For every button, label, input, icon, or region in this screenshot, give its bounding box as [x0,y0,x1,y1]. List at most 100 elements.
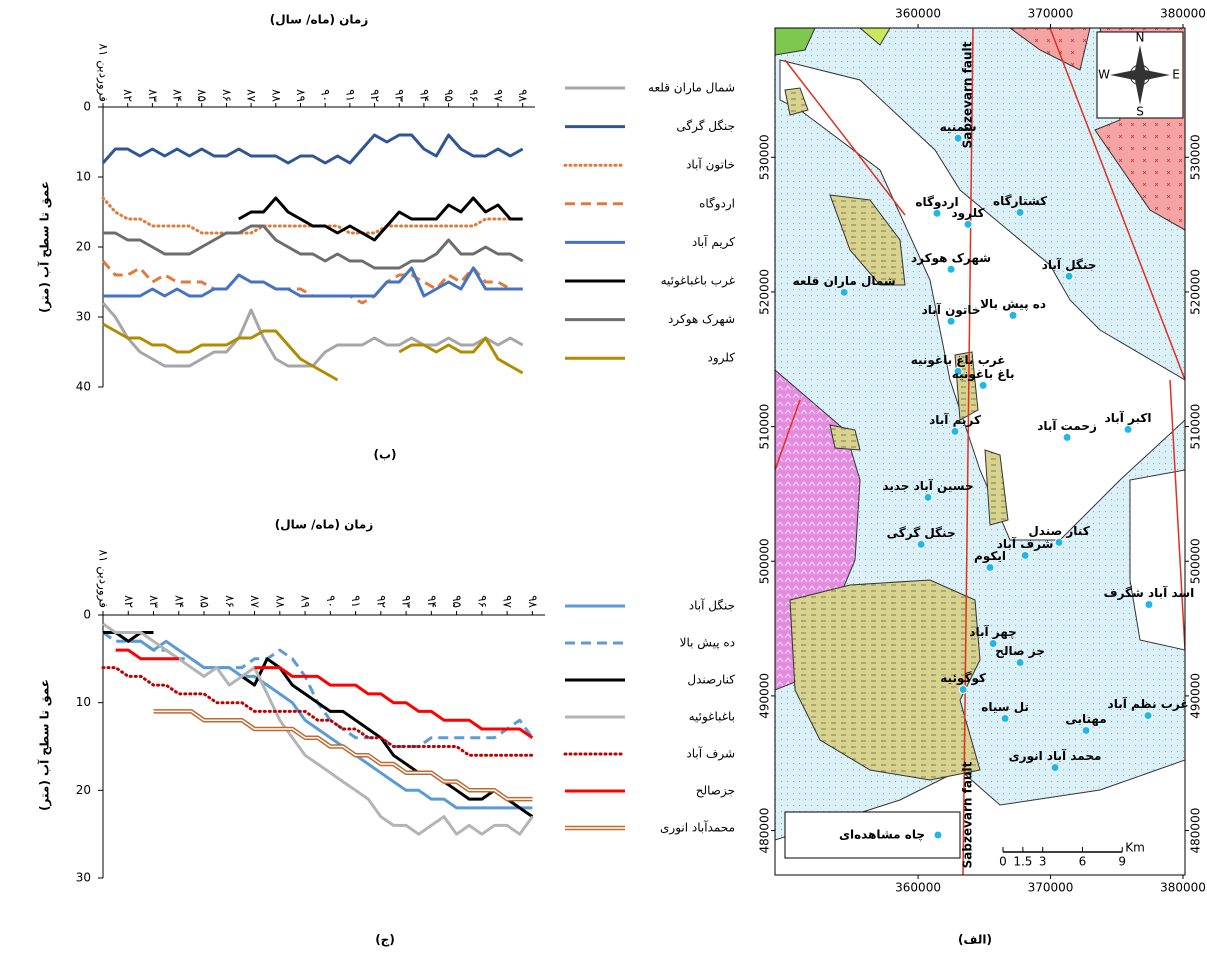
map-y-label: 500000 [1189,538,1203,584]
x-tick-label: ۹۷ [501,595,515,608]
series-line [102,622,534,836]
well-label: چهر آباد [969,624,1017,639]
compass: N S E W [1096,31,1184,119]
series-line [115,648,534,739]
legend-label: جنگل گرگی [676,119,735,134]
y-tick-label: 0 [83,608,91,622]
map-x-label: 360000 [895,7,941,21]
x-tick-label: ۹۶ [467,89,481,102]
well [946,316,956,326]
well [953,133,963,143]
legend-label: باغباغوئیه [689,710,735,725]
y-tick-label: 30 [76,310,91,324]
well [932,208,942,218]
y-tick-label: 10 [76,695,91,709]
series-line [103,224,524,270]
x-tick-label: ۸۶ [223,595,237,608]
legend-label: شرف آباد [686,746,735,762]
well [946,264,956,274]
well-label: جز صالح [995,644,1045,658]
map-legend: چاه مشاهده‌ای [784,811,961,859]
well-label: شمال ماران قلعه [793,274,896,288]
well [1054,537,1064,547]
x-tick-label: ۹۰ [324,595,338,608]
compass-n: N [1136,31,1145,45]
map-x-label: 370000 [1028,881,1074,895]
scale-label: 9 [1118,855,1126,869]
caption: (ب) [373,448,396,462]
well-label: غرب نظم آباد [1108,696,1189,711]
y-tick-label: 40 [76,380,91,394]
map-y-label: 520000 [1189,269,1203,315]
series-line [101,133,524,165]
y-tick-label: 20 [76,240,91,254]
x-tick-label: ۹۳ [400,595,414,608]
well [1015,207,1025,217]
legend-label: جزصالح [696,784,735,799]
x-tick-label: فروردین ۸۱ [96,550,111,608]
x-tick-label: ۸۸ [269,89,283,102]
series-line [102,322,524,382]
well-label: شرف آباد [997,536,1054,551]
y-tick-label: 20 [76,783,91,797]
series-line [101,302,524,368]
x-tick-label: ۸۸ [273,595,287,608]
y-tick-label: 30 [76,871,91,885]
map-y-label: 500000 [758,538,772,584]
legend-label: غرب باغباغوئیه [661,274,735,289]
x-tick-label: ۸۳ [147,595,161,608]
series-line [103,266,523,298]
x-tick-label: ۸۲ [121,89,135,102]
well [1000,714,1010,724]
x-tick-label: ۹۱ [343,89,357,102]
well-label: کشتارگاه [993,194,1047,208]
legend-label: شهرک هوکرد [668,312,735,327]
scale-label: 0 [999,855,1007,869]
series-line-inner [153,710,533,800]
well-label: زحمت آباد [1037,418,1097,433]
x-tick-label: ۹۵ [450,595,464,608]
well-label: سمنیه [940,120,977,134]
well-label: مهتابی [1065,712,1106,726]
x-tick-label: ۸۲ [122,595,136,608]
well [1123,424,1133,434]
x-tick-label: ۸۵ [195,89,209,102]
well [916,539,926,549]
map-x-label: 360000 [895,881,941,895]
map-y-label: 490000 [758,673,772,719]
map-y-label: 510000 [1189,404,1203,450]
x-tick-label: ۸۹ [299,595,313,608]
x-tick-label: ۸۴ [171,89,185,102]
well-label: حسین آباد جدید [882,478,973,493]
series-line [103,631,533,810]
map-x-label: 380000 [1160,881,1206,895]
legend-label: اردوگاه [699,196,735,211]
map-y-label: 490000 [1189,673,1203,719]
map-x-label: 370000 [1028,7,1074,21]
well-label: کریم آباد [929,412,981,427]
legend-label: چاه مشاهده‌ای [839,828,925,842]
x-tick-label: ۸۳ [146,89,160,102]
well [950,426,960,436]
compass-e: E [1172,68,1180,82]
well [1008,310,1018,320]
x-tick-label: ۹۷ [491,89,505,102]
well [963,219,973,229]
compass-w: W [1098,68,1110,82]
x-tick-label: ۹۴ [417,89,431,102]
well [978,380,988,390]
legend-label: کنارصندل [687,673,735,688]
x-tick-label: ۹۴ [425,595,439,608]
x-tick-label: ۹۳ [393,89,407,102]
x-tick-label: فروردین ۸۱ [96,44,111,102]
map-y-label: 530000 [1189,134,1203,180]
series-line [103,631,534,818]
x-tick-label: ۹۸ [526,595,540,608]
legend-label: کلرود [708,351,736,366]
x-tick-label: ۹۲ [368,89,382,102]
legend-label: شمال ماران قلعه [648,81,735,96]
well [839,287,849,297]
map-y-label: 520000 [758,269,772,315]
map-y-label: 480000 [758,808,772,854]
map-frame [774,27,1186,876]
